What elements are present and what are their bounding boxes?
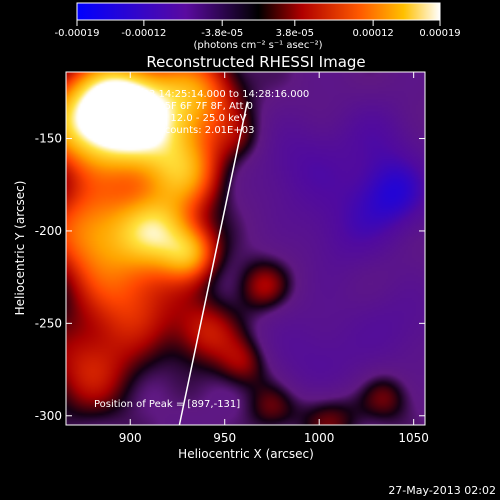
colorbar-ticks: -0.00019 -0.00012 -3.8e-05 3.8e-05 0.00012 0.… (55, 20, 461, 39)
limb-line (178, 101, 249, 426)
colorbar-gradient (76, 2, 441, 21)
heatmap-image (66, 72, 425, 425)
colorbar-tick-label: -0.00012 (121, 28, 166, 39)
footer-timestamp: 27-May-2013 02:02 (388, 484, 496, 497)
plot-frame (65, 71, 426, 426)
chart-title: Reconstructed RHESSI Image (146, 53, 365, 71)
x-axis-label: Heliocentric X (arcsec) (178, 447, 314, 461)
peak-position-label: Position of Peak = [897,-131] (94, 399, 240, 410)
y-tick-label: -150 (35, 132, 62, 146)
colorbar-units: (photons cm⁻² s⁻¹ asec⁻²) (193, 40, 322, 51)
x-tick-label: 900 (119, 431, 142, 445)
y-axis-ticks: -150 -200 -250 -300 (35, 132, 425, 423)
plot-area: 900 950 1000 1050 -150 -200 -250 -300 (35, 71, 429, 445)
colorbar-tick-label: 0.00019 (419, 28, 460, 39)
y-tick-label: -300 (35, 409, 62, 423)
detectors-label: Detectors: 4F 5F 6F 7F 8F, Att 0 (94, 101, 253, 112)
x-tick-label: 1000 (304, 431, 335, 445)
x-tick-label: 950 (213, 431, 236, 445)
colorbar: -0.00019 -0.00012 -3.8e-05 3.8e-05 0.00012 0.… (55, 2, 461, 51)
annotations: 25-Jan-2003 14:25:14.000 to 14:28:16.000… (94, 89, 309, 410)
x-axis-ticks: 900 950 1000 1050 (119, 72, 429, 445)
colorbar-tick-label: 3.8e-05 (276, 28, 314, 39)
y-axis-label: Heliocentric Y (arcsec) (13, 181, 27, 316)
y-tick-label: -200 (35, 224, 62, 238)
clean-counts-label: Clean Total counts: 2.01E+03 (94, 125, 254, 136)
time-range-label: 25-Jan-2003 14:25:14.000 to 14:28:16.000 (94, 89, 309, 100)
colorbar-tick-label: -3.8e-05 (201, 28, 243, 39)
x-tick-label: 1050 (398, 431, 429, 445)
colorbar-tick-label: 0.00012 (352, 28, 393, 39)
colorbar-tick-label: -0.00019 (55, 28, 100, 39)
energy-range-label: Energy Range: 12.0 - 25.0 keV (94, 113, 247, 124)
y-tick-label: -250 (35, 316, 62, 330)
